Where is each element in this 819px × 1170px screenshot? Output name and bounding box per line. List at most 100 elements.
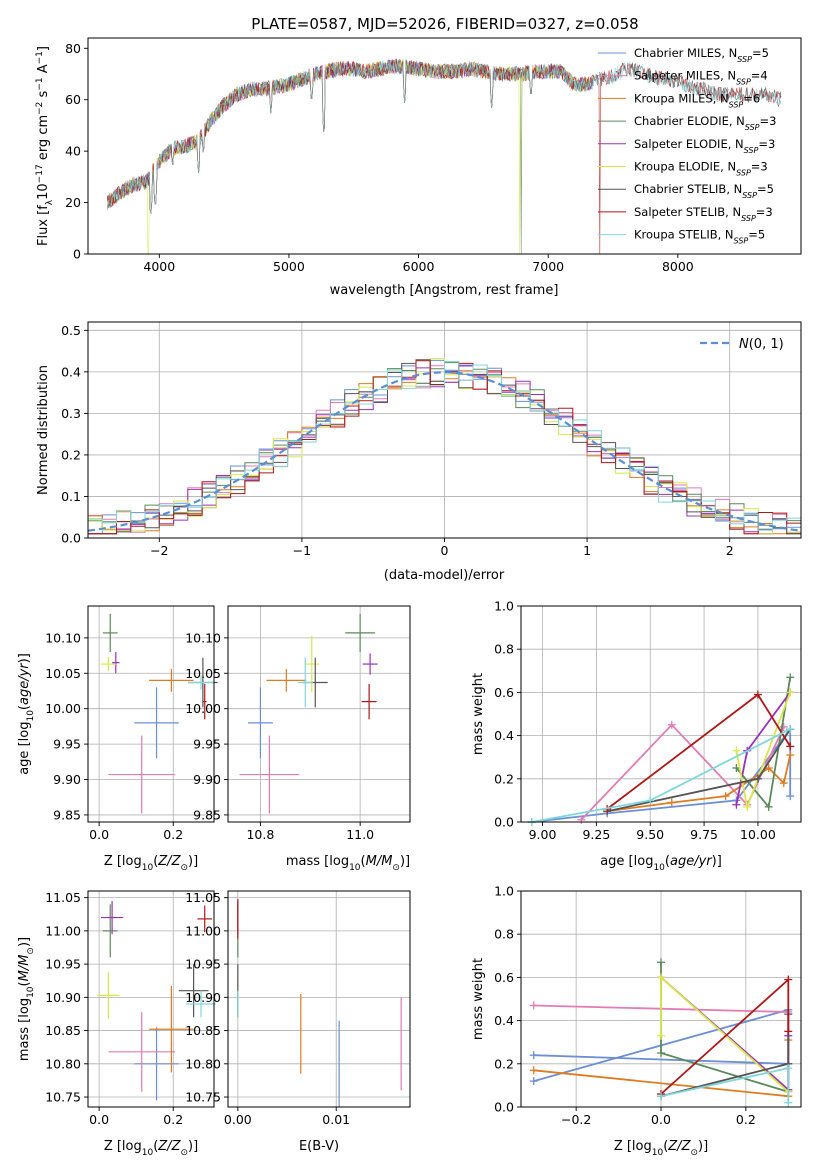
y-tick-label: 11.00: [45, 923, 81, 938]
y-tick-label: 11.05: [45, 890, 81, 905]
x-tick-label: 11.0: [346, 827, 374, 842]
label-part: )]: [698, 1139, 708, 1154]
x-tick-label: 7000: [532, 259, 564, 274]
y-tick-label: 1.0: [494, 884, 514, 899]
y-tick-label: 11.05: [185, 890, 221, 905]
label-part: Z/Z: [157, 1139, 181, 1154]
mass-vs-extinction-panel: 0.00 0.01 10.75 10.80 10.85 10.90 10.95 11.00 11…: [185, 890, 411, 1154]
y-tick-label: 0: [73, 247, 81, 262]
legend-label-name: Salpeter ELODIE, N: [634, 137, 744, 151]
label-part: Z/Z: [667, 1139, 691, 1154]
x-tick-label: 5000: [273, 259, 305, 274]
y-tick-label: 0.2: [61, 447, 81, 462]
y-tick-label: 10.90: [45, 990, 81, 1005]
label-part: s: [36, 90, 51, 101]
y-tick-label: 0.3: [61, 406, 81, 421]
axes-frame: [520, 605, 802, 823]
x-tick-label: −0.2: [561, 1112, 591, 1127]
label-part: Z [log: [104, 1139, 142, 1154]
label-part: −17: [35, 164, 45, 183]
y-tick-label: 0.1: [61, 489, 81, 504]
label-part: (: [153, 1139, 158, 1154]
y-tick-label: 9.85: [193, 807, 221, 822]
x-axis-label: (data-model)/error: [384, 568, 505, 583]
weight-series-line: [660, 975, 789, 1093]
y-tick-label: 0.4: [494, 1013, 514, 1028]
legend-label: Salpeter STELIB, NSSP=3: [634, 205, 773, 223]
spectrum-series-line: [107, 60, 782, 214]
y-tick-label: 9.90: [193, 772, 221, 787]
label-part: −2: [35, 102, 45, 115]
label-part: )]: [17, 937, 32, 947]
x-axis-label: Z [log10(Z/Z⊙)]: [104, 1139, 198, 1158]
legend-label-name: Salpeter STELIB, N: [634, 205, 741, 219]
label-part: mass [log: [286, 854, 349, 869]
x-tick-label: 6000: [403, 259, 435, 274]
legend-label: Kroupa ELODIE, NSSP=3: [634, 160, 768, 178]
label-part: 10: [26, 986, 36, 998]
y-tick-label: 9.95: [53, 737, 81, 752]
label-part: λ: [45, 199, 55, 205]
legend-label-name: Kroupa ELODIE, N: [634, 160, 736, 174]
y-tick-label: 0.6: [494, 970, 514, 985]
x-tick-label: 1: [583, 543, 591, 558]
normal-curve: [88, 371, 801, 532]
label-part: (: [17, 705, 32, 710]
legend-label: N(0, 1): [739, 337, 784, 352]
label-part: )]: [400, 854, 410, 869]
label-part: (: [17, 981, 32, 986]
legend-label-sub: SSP: [742, 191, 757, 200]
label-part: N: [739, 337, 749, 352]
y-tick-label: 10.10: [185, 630, 221, 645]
x-tick-label: 0.0: [651, 1112, 671, 1127]
y-tick-label: 10.85: [185, 1023, 221, 1038]
x-axis-label: mass [log10(M/M⊙)]: [286, 854, 410, 873]
spectrum-series-line: [107, 59, 782, 254]
y-tick-label: 40: [65, 144, 81, 159]
label-part: M/M: [366, 854, 393, 869]
mass-vs-metallicity-panel: 0.0 0.2 10.75 10.80 10.85 10.90 10.95 11.00 11.0…: [17, 890, 216, 1158]
legend-label-name: Kroupa MILES, N: [634, 91, 729, 105]
x-tick-label: 0.0: [89, 1112, 109, 1127]
histogram-series: [88, 365, 801, 535]
y-axis-label: age [log10(age/yr)]: [17, 653, 36, 775]
label-part: (: [665, 854, 670, 869]
y-tick-label: 0.0: [494, 1100, 514, 1115]
label-part: ⊙: [180, 863, 188, 873]
label-part: Z/Z: [157, 854, 181, 869]
legend-label-sub: SSP: [741, 213, 756, 222]
legend-label-count: =5: [748, 228, 765, 242]
label-part: )]: [17, 653, 32, 663]
legend-label-count: =4: [751, 69, 768, 83]
label-part: 10: [142, 1148, 154, 1158]
label-part: ⊙: [690, 1148, 698, 1158]
x-tick-label: −1: [293, 543, 311, 558]
legend-label: Kroupa STELIB, NSSP=5: [634, 228, 765, 246]
legend-label-count: =6: [743, 91, 760, 105]
label-part: erg cm: [36, 115, 51, 164]
x-tick-label: 0.2: [163, 827, 183, 842]
label-part: Flux [f: [36, 205, 51, 246]
label-part: age/yr: [670, 854, 713, 869]
label-part: )]: [188, 1139, 198, 1154]
weight-series-line: [735, 691, 791, 805]
y-tick-label: 10.05: [185, 666, 221, 681]
legend-label-count: =3: [756, 205, 773, 219]
x-axis-label: Z [log10(Z/Z⊙)]: [104, 854, 198, 873]
y-tick-label: 10.75: [45, 1090, 81, 1105]
legend-label: Chabrier STELIB, NSSP=5: [634, 182, 774, 200]
y-tick-label: 80: [65, 41, 81, 56]
axes-frame: [227, 890, 411, 1108]
label-part: Z [log: [104, 854, 142, 869]
legend-label: Salpeter MILES, NSSP=4: [634, 69, 768, 87]
y-tick-label: 0.5: [61, 323, 81, 338]
y-tick-label: 10.05: [45, 666, 81, 681]
y-tick-label: 0.6: [494, 685, 514, 700]
x-tick-label: 10.00: [740, 827, 776, 842]
x-tick-label: 0.00: [224, 1112, 252, 1127]
weight-vs-age-panel: 9.00 9.25 9.50 9.75 10.00 0.0 0.2 0.4 0.6 0.8 1.0 m…: [471, 599, 802, 873]
label-part: ⊙: [180, 1148, 188, 1158]
label-part: 10: [26, 710, 36, 722]
label-part: (: [361, 854, 366, 869]
